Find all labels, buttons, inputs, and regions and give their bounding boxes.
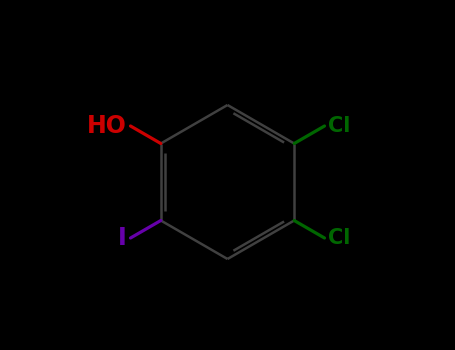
Text: Cl: Cl — [328, 116, 350, 136]
Text: I: I — [118, 226, 127, 250]
Text: HO: HO — [87, 114, 127, 138]
Text: Cl: Cl — [328, 228, 350, 248]
